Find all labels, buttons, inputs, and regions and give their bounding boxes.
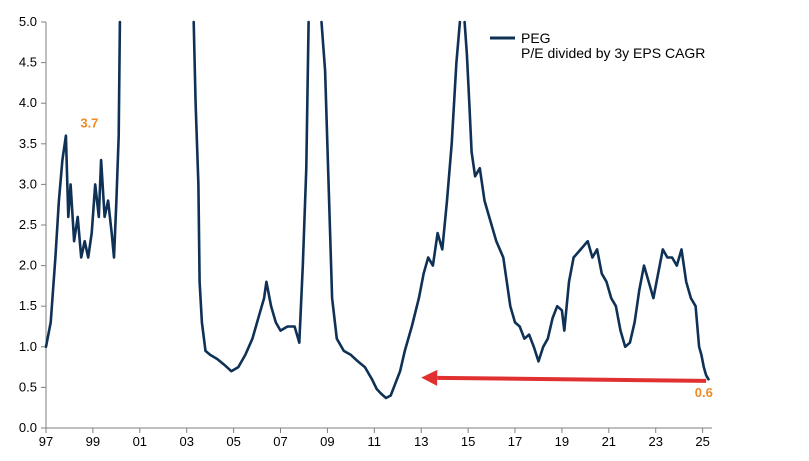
annotation-label: 0.6 xyxy=(695,385,713,400)
x-tick-labels: 97 99 01 03 05 07 09 11 13 15 17 19 21 23 25 xyxy=(39,428,710,449)
x-tick-label: 21 xyxy=(602,434,616,449)
legend-series-description: P/E divided by 3y EPS CAGR xyxy=(521,45,705,61)
x-tick-label: 03 xyxy=(179,434,193,449)
annotation-layer: 3.7 0.6 xyxy=(80,116,712,401)
y-tick-label: 0.5 xyxy=(19,379,37,394)
arrow-layer xyxy=(421,369,707,386)
x-tick-label: 05 xyxy=(226,434,240,449)
y-tick-label: 1.0 xyxy=(19,339,37,354)
y-tick-label: 5.0 xyxy=(19,14,37,29)
y-tick-label: 0.0 xyxy=(19,420,37,435)
x-tick-label: 07 xyxy=(273,434,287,449)
x-tick-label: 13 xyxy=(414,434,428,449)
annotation-label: 3.7 xyxy=(80,116,98,131)
x-tick-label: 01 xyxy=(133,434,147,449)
peg-series-line xyxy=(463,20,710,381)
peg-series-line xyxy=(44,20,122,349)
axes xyxy=(45,22,712,429)
x-tick-label: 11 xyxy=(368,434,382,449)
arrow-shaft xyxy=(437,375,707,383)
legend: PEG P/E divided by 3y EPS CAGR xyxy=(490,30,705,61)
x-tick-label: 09 xyxy=(320,434,334,449)
y-tick-label: 1.5 xyxy=(19,298,37,313)
y-tick-label: 4.0 xyxy=(19,95,37,110)
x-tick-label: 25 xyxy=(695,434,709,449)
legend-series-name: PEG xyxy=(521,30,551,46)
peg-series-line xyxy=(192,20,310,373)
y-tick-label: 3.5 xyxy=(19,136,37,151)
y-tick-labels: 0.0 0.5 1.0 1.5 2.0 2.5 3.0 3.5 4.0 4.5 5.0 xyxy=(19,14,46,435)
x-tick-label: 17 xyxy=(508,434,522,449)
series-layer xyxy=(44,20,710,400)
x-tick-label: 97 xyxy=(39,434,53,449)
x-tick-label: 19 xyxy=(555,434,569,449)
y-tick-label: 4.5 xyxy=(19,55,37,70)
arrow-head xyxy=(421,369,438,386)
y-tick-label: 2.5 xyxy=(19,217,37,232)
y-tick-label: 3.0 xyxy=(19,176,37,191)
x-tick-label: 99 xyxy=(86,434,100,449)
peg-series-line xyxy=(320,20,462,400)
x-tick-label: 15 xyxy=(461,434,475,449)
x-tick-label: 23 xyxy=(648,434,662,449)
y-tick-label: 2.0 xyxy=(19,258,37,273)
